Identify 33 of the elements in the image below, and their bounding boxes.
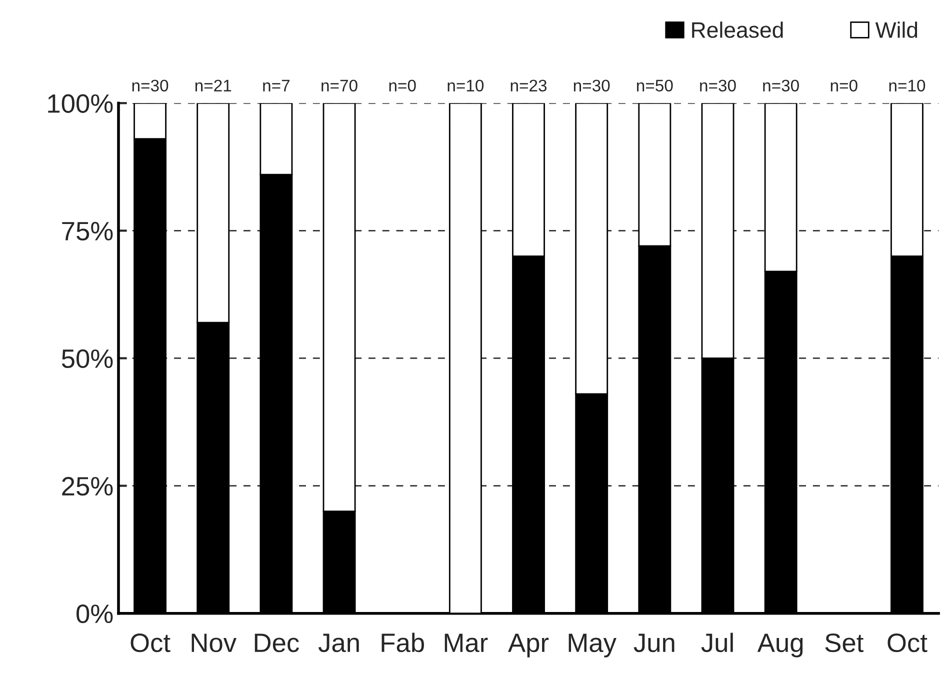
text: n=30 xyxy=(763,80,799,92)
y-tick-label: 75% xyxy=(62,222,113,240)
text: n=7 xyxy=(263,80,290,92)
x-tick-label: Apr xyxy=(508,634,549,658)
text: n=50 xyxy=(637,80,673,92)
text: n=0 xyxy=(830,80,858,92)
text: n=21 xyxy=(195,80,232,92)
x-tick-label: Jan xyxy=(318,634,359,652)
text: n=23 xyxy=(510,80,547,92)
x-tick-label: Set xyxy=(825,633,864,652)
text: n=30 xyxy=(700,80,736,92)
legend-label: Released xyxy=(692,22,783,38)
x-tick-label: Fab xyxy=(382,632,424,652)
x-tick-label: Mar xyxy=(444,634,488,652)
x-tick-label: Oct xyxy=(130,633,170,652)
x-tick-label: May xyxy=(568,634,616,658)
legend-label: Wild xyxy=(875,22,918,38)
text: n=70 xyxy=(322,80,358,92)
x-tick-label: Nov xyxy=(192,634,236,652)
y-tick-label: 0% xyxy=(76,604,113,624)
y-tick-label: 25% xyxy=(62,476,113,496)
text: n=30 xyxy=(574,80,610,92)
x-tick-label: Dec xyxy=(254,634,299,652)
text: n=10 xyxy=(889,80,926,92)
text: n=0 xyxy=(389,80,416,92)
text: n=10 xyxy=(448,80,484,92)
x-tick-label: Jun xyxy=(634,634,674,652)
x-tick-label: Oct xyxy=(888,633,928,652)
x-tick-label: Jul xyxy=(701,632,733,652)
text: n=30 xyxy=(132,80,168,92)
y-tick-label: 100% xyxy=(48,94,113,113)
y-tick-label: 50% xyxy=(62,349,113,368)
x-tick-label: Aug xyxy=(757,634,803,658)
